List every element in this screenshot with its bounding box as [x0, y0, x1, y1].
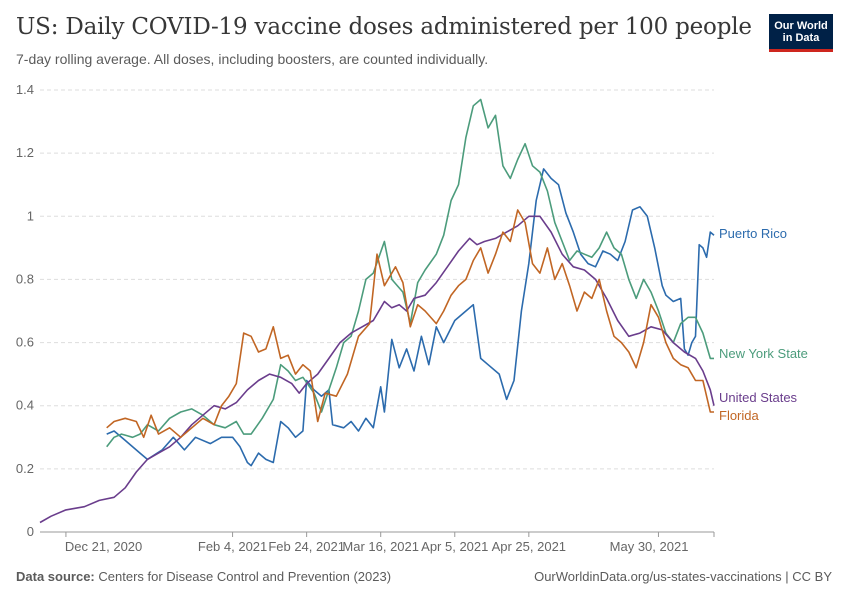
- y-tick-label: 1: [27, 208, 34, 223]
- owid-logo[interactable]: Our World in Data: [769, 14, 833, 52]
- grid-layer: [40, 89, 714, 470]
- data-source-label: Data source:: [16, 569, 95, 584]
- y-tick-label: 1.4: [16, 82, 34, 97]
- series-line-new-york-state[interactable]: [106, 98, 714, 448]
- y-tick-label: 0.6: [16, 335, 34, 350]
- logo-line-1: Our World: [774, 19, 828, 32]
- data-source-text[interactable]: Centers for Disease Control and Preventi…: [98, 569, 392, 584]
- logo-line-2: in Data: [782, 31, 820, 44]
- series-line-florida[interactable]: [106, 209, 714, 439]
- source-url[interactable]: OurWorldinData.org/us-states-vaccination…: [534, 569, 832, 584]
- chart-title: US: Daily COVID-19 vaccine doses adminis…: [16, 14, 752, 40]
- y-tick-label: 0.2: [16, 461, 34, 476]
- data-source: Data source: Centers for Disease Control…: [16, 569, 391, 584]
- x-tick-label: Feb 24, 2021: [268, 539, 345, 554]
- y-tick-label: 0.4: [16, 398, 34, 413]
- x-tick-label: Feb 4, 2021: [198, 539, 267, 554]
- series-label-layer: Puerto Rico New York State United States Fl…: [719, 226, 808, 423]
- chart-subtitle: 7-day rolling average. All doses, includ…: [16, 51, 489, 67]
- series-label-new-york-state[interactable]: New York State: [719, 346, 808, 361]
- x-tick-label: Dec 21, 2020: [65, 539, 142, 554]
- line-chart: 0 0.2 0.4 0.6 0.8 1 1.2 1.4 Dec 21, 2020 Feb 4, 2…: [16, 82, 808, 554]
- series-label-united-states[interactable]: United States: [719, 390, 798, 405]
- series-line-united-states[interactable]: [39, 215, 715, 524]
- x-tick-label: Apr 25, 2021: [492, 539, 566, 554]
- x-tick-label: May 30, 2021: [610, 539, 689, 554]
- series-label-puerto-rico[interactable]: Puerto Rico: [719, 226, 787, 241]
- y-tick-label: 0: [27, 524, 34, 539]
- series-line-puerto-rico[interactable]: [106, 168, 715, 467]
- axis-layer: 0 0.2 0.4 0.6 0.8 1 1.2 1.4 Dec 21, 2020 Feb 4, 2…: [16, 82, 715, 554]
- y-tick-label: 0.8: [16, 271, 34, 286]
- series-layer: [39, 98, 715, 524]
- series-label-florida[interactable]: Florida: [719, 408, 760, 423]
- x-tick-label: Apr 5, 2021: [421, 539, 488, 554]
- y-tick-label: 1.2: [16, 145, 34, 160]
- x-tick-label: Mar 16, 2021: [342, 539, 419, 554]
